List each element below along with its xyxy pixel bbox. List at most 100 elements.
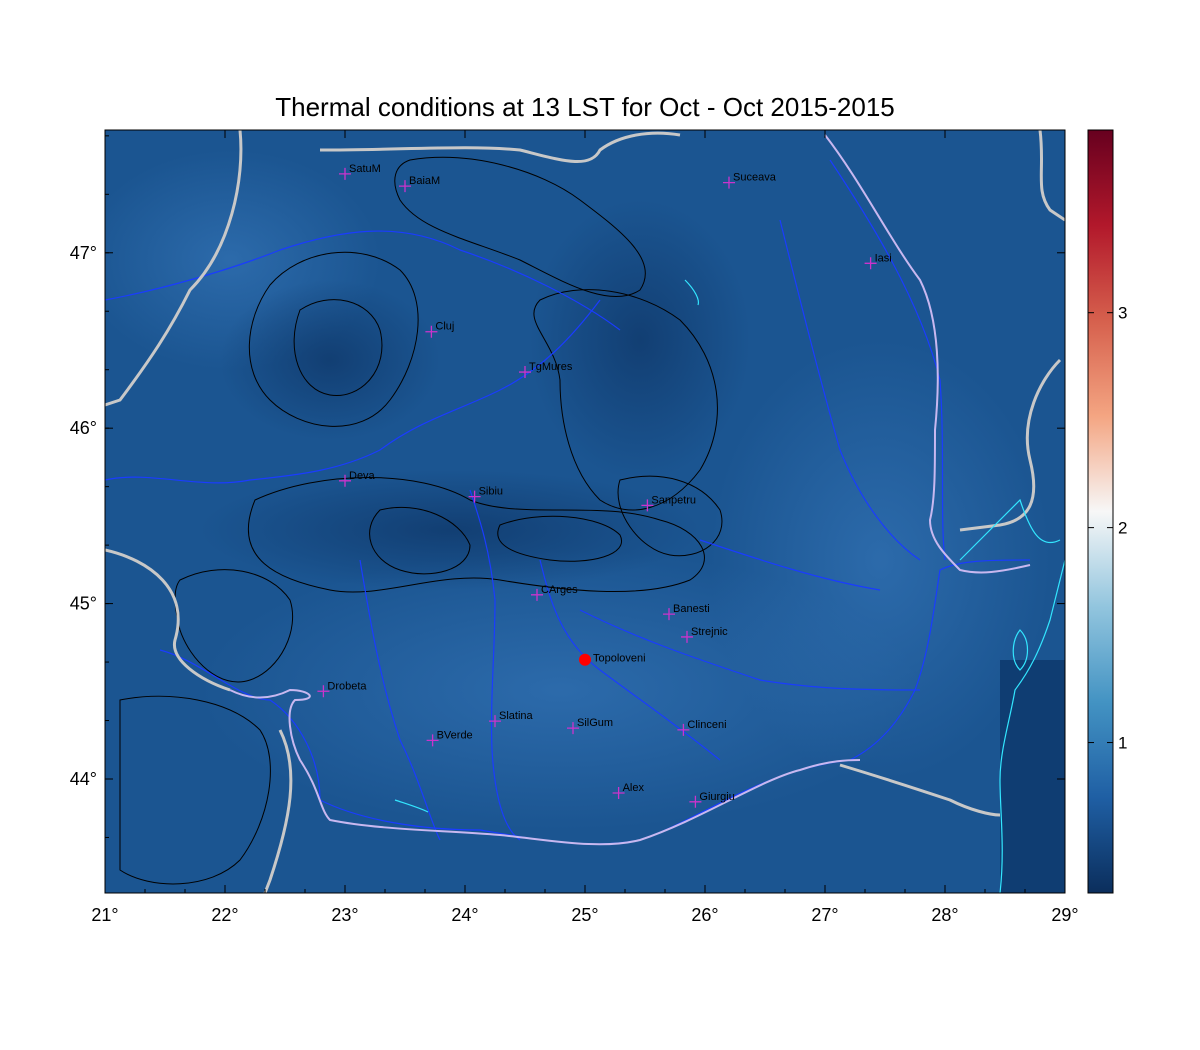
station-label: Alex bbox=[623, 782, 645, 794]
contour-eastern-carpathians bbox=[533, 289, 718, 511]
river-somes bbox=[105, 230, 621, 331]
station-marker bbox=[663, 608, 675, 621]
station-marker bbox=[317, 685, 330, 698]
border-bulgaria-east bbox=[839, 763, 1001, 817]
coast-main bbox=[999, 559, 1065, 893]
coastline bbox=[394, 279, 1065, 893]
station-label: Giurgiu bbox=[699, 791, 734, 803]
y-tick-label: 44° bbox=[70, 769, 97, 789]
station-slatina: Slatina bbox=[489, 710, 534, 728]
station-marker bbox=[519, 366, 531, 379]
y-tick-label: 45° bbox=[70, 594, 97, 614]
station-label: CArges bbox=[541, 584, 578, 596]
x-tick-label: 25° bbox=[571, 905, 598, 925]
river-siret bbox=[779, 219, 921, 561]
colorbar-ticks: 1 2 3 bbox=[1088, 304, 1127, 753]
station-carges: CArges bbox=[531, 584, 578, 601]
station-alex: Alex bbox=[612, 782, 645, 800]
contour-southern-carpathians bbox=[248, 477, 705, 593]
station-label: Drobeta bbox=[327, 680, 367, 692]
coast-delta bbox=[959, 498, 1061, 561]
contour-southern-carpathians-inner bbox=[369, 506, 471, 575]
station-marker bbox=[864, 257, 877, 270]
contour-apuseni-inner bbox=[293, 299, 383, 397]
station-deva: Deva bbox=[339, 470, 376, 487]
river-ialomita bbox=[579, 609, 921, 691]
eastern-carpathians-cool-area bbox=[530, 200, 750, 480]
station-marker bbox=[531, 588, 543, 601]
station-sibiu: Sibiu bbox=[468, 486, 503, 503]
station-label: Sibiu bbox=[479, 486, 503, 498]
station-label: Strejnic bbox=[691, 626, 728, 638]
station-label: TgMures bbox=[529, 361, 573, 373]
highlight-marker bbox=[579, 653, 591, 666]
station-label: Cluj bbox=[435, 321, 454, 333]
station-label: Deva bbox=[349, 470, 376, 482]
y-tick-label: 47° bbox=[70, 243, 97, 263]
station-strejnic: Strejnic bbox=[681, 626, 728, 643]
contour-apuseni bbox=[248, 251, 419, 427]
x-tick-label: 22° bbox=[211, 905, 238, 925]
station-label: SatuM bbox=[349, 163, 381, 175]
border-bulgaria-west bbox=[263, 729, 293, 893]
station-marker bbox=[399, 180, 411, 193]
station-marker bbox=[689, 795, 702, 808]
station-label: Slatina bbox=[499, 710, 534, 722]
station-baiam: BaiaM bbox=[399, 175, 440, 193]
station-marker bbox=[567, 722, 579, 735]
highlight-label: Topoloveni bbox=[593, 653, 646, 665]
apuseni-cool-area bbox=[220, 280, 440, 440]
border-moldova-east bbox=[959, 358, 1062, 532]
x-tick-label: 26° bbox=[691, 905, 718, 925]
black-sea bbox=[1000, 660, 1065, 893]
border-ukraine-ne bbox=[1038, 130, 1065, 222]
station-marker bbox=[677, 723, 690, 736]
station-marker bbox=[339, 474, 351, 487]
river-arges bbox=[539, 559, 721, 761]
station-giurgiu: Giurgiu bbox=[689, 791, 735, 808]
station-banesti: Banesti bbox=[663, 603, 710, 621]
contour-north bbox=[394, 156, 646, 298]
station-marker bbox=[641, 499, 654, 512]
station-marker bbox=[723, 176, 735, 189]
river-buzau bbox=[699, 539, 881, 591]
border-north bbox=[105, 130, 243, 407]
station-label: BaiaM bbox=[409, 175, 440, 187]
station-satum: SatuM bbox=[339, 163, 381, 180]
station-marker bbox=[339, 167, 351, 180]
x-tick-label: 24° bbox=[451, 905, 478, 925]
station-marker bbox=[612, 787, 625, 800]
romania-border bbox=[229, 134, 1031, 846]
x-tick-label: 27° bbox=[811, 905, 838, 925]
river-prut bbox=[829, 159, 946, 561]
river-mures bbox=[105, 299, 601, 484]
station-label: Iasi bbox=[875, 252, 892, 264]
station-drobeta: Drobeta bbox=[317, 680, 367, 698]
x-tick-label: 28° bbox=[931, 905, 958, 925]
station-label: BVerde bbox=[437, 729, 473, 741]
station-iasi: Iasi bbox=[864, 252, 892, 270]
station-label: Sanpetru bbox=[651, 494, 696, 506]
station-layer: SatuM BaiaM Suceava Iasi Cluj TgMures Deva Sibi… bbox=[317, 163, 892, 808]
x-tick-label: 29° bbox=[1051, 905, 1078, 925]
station-label: SilGum bbox=[577, 717, 613, 729]
highlight-layer: Topoloveni bbox=[579, 653, 646, 666]
river-olt bbox=[469, 489, 521, 841]
station-marker bbox=[425, 325, 438, 338]
y-tick-label: 46° bbox=[70, 418, 97, 438]
border-ukraine-north bbox=[319, 131, 681, 164]
border-serbia bbox=[105, 548, 231, 692]
map-panel: SatuM BaiaM Suceava Iasi Cluj TgMures Deva Sibi… bbox=[105, 130, 1065, 893]
station-marker bbox=[468, 490, 481, 503]
station-bverde: BVerde bbox=[426, 729, 473, 747]
national-borders bbox=[105, 130, 1065, 893]
colorbar-tick-label: 1 bbox=[1118, 734, 1127, 753]
station-cluj: Cluj bbox=[425, 321, 454, 338]
carpathian-cool-area bbox=[200, 470, 700, 590]
colorbar-gradient bbox=[1087, 129, 1114, 894]
contour-curvature bbox=[617, 475, 723, 557]
station-tgmures: TgMures bbox=[519, 361, 573, 379]
station-label: Banesti bbox=[673, 603, 710, 615]
relief-contours bbox=[119, 156, 723, 885]
station-marker bbox=[681, 630, 693, 643]
